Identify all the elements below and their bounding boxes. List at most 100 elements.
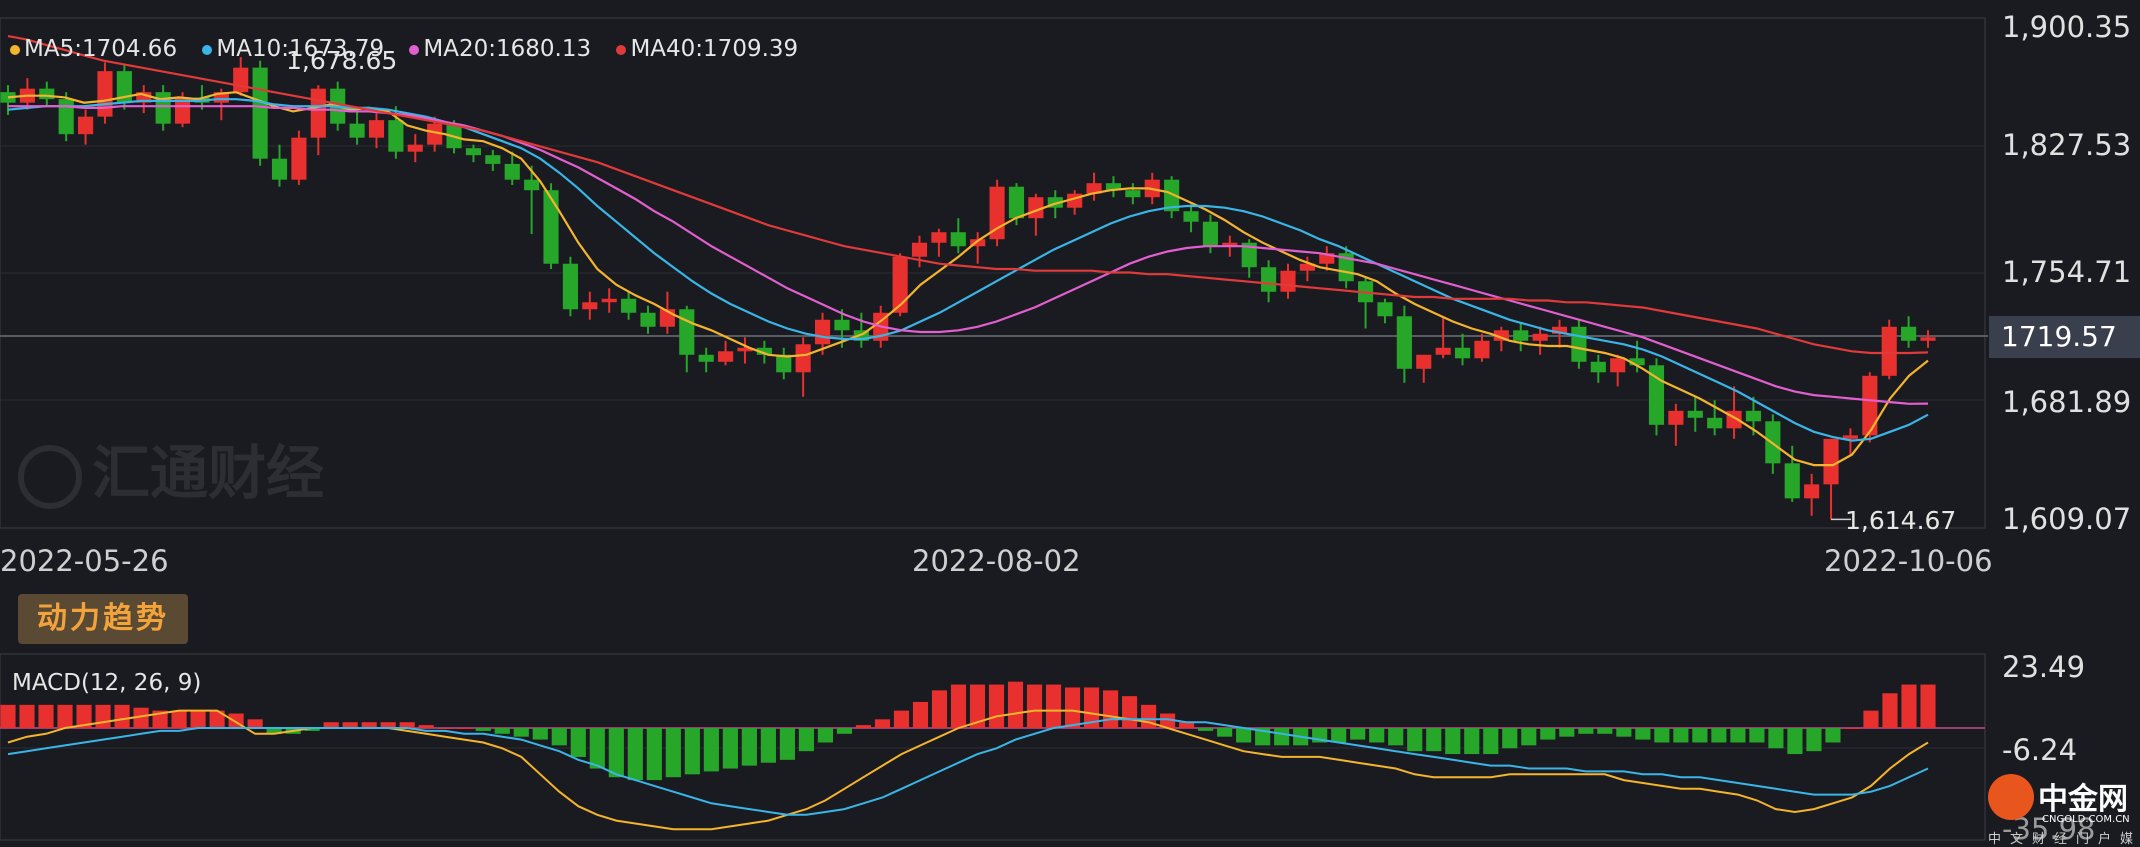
candle-body <box>1202 221 1218 247</box>
candle-body <box>1338 253 1354 282</box>
candle-body <box>1280 270 1296 292</box>
macd-histogram-bar <box>380 722 396 728</box>
candle-body <box>1493 330 1509 341</box>
macd-histogram-bar <box>1464 728 1480 755</box>
candle-body <box>291 137 307 180</box>
watermark-text: 汇通财经 <box>92 439 325 507</box>
macd-histogram-bar <box>1388 728 1404 746</box>
ma10-legend: MA10:1673.79 <box>202 36 384 62</box>
candle-body <box>1745 410 1762 422</box>
macd-histogram-bar <box>1521 728 1537 746</box>
high-annotation: 1,678.65 <box>286 46 398 75</box>
candle-body <box>1164 179 1180 212</box>
macd-histogram-bar <box>247 719 263 728</box>
candle-body <box>1241 242 1257 268</box>
macd-histogram-bar <box>1806 728 1822 752</box>
macd-histogram-bar <box>1217 728 1233 737</box>
logo-domain: CNGOLD.COM.CN <box>2042 814 2130 825</box>
candle-body <box>776 354 792 373</box>
candle-body <box>1435 347 1451 355</box>
candle-body <box>78 116 94 135</box>
macd-histogram-bar <box>1711 728 1727 743</box>
macd-histogram-bar <box>1331 728 1347 743</box>
candle-body <box>1474 340 1490 359</box>
candle-body <box>970 239 986 247</box>
macd-histogram-bar <box>1426 728 1442 752</box>
macd-histogram-bar <box>190 710 206 728</box>
candle-body <box>931 232 947 243</box>
macd-histogram-bar <box>665 728 681 778</box>
macd-histogram-bar <box>304 728 320 731</box>
candle-body <box>718 351 734 362</box>
macd-histogram-bar <box>1654 728 1670 743</box>
macd-histogram-bar <box>1045 684 1062 728</box>
macd-histogram-bar <box>1502 728 1518 749</box>
candle-body <box>1590 361 1606 373</box>
candle-body <box>271 158 288 180</box>
candle-body <box>1551 326 1568 334</box>
logo-name: 中金网 <box>2038 782 2128 817</box>
macd-histogram-bar <box>1749 728 1765 743</box>
trend-badge[interactable]: 动力趋势 <box>18 594 188 644</box>
candle-body <box>310 88 326 138</box>
macd-histogram-bar <box>1026 684 1043 728</box>
candle-body <box>737 347 753 352</box>
macd-histogram-bar <box>1160 713 1176 728</box>
candle-body <box>601 298 617 303</box>
macd-histogram-bar <box>1179 722 1195 728</box>
macd-histogram-bar <box>1616 728 1632 737</box>
candle-body <box>349 123 365 138</box>
macd-histogram-bar <box>551 728 567 746</box>
macd-histogram-bar <box>703 728 719 772</box>
candle-body <box>1668 410 1684 425</box>
candle-body <box>1261 267 1277 292</box>
candle-body <box>465 148 482 156</box>
macd-histogram-bar <box>1730 728 1746 743</box>
macd-legend: MACD(12, 26, 9) <box>12 670 202 696</box>
x-axis-label: 2022-10-06 <box>1824 544 1993 578</box>
macd-axis-label: 23.49 <box>2002 650 2086 684</box>
macd-histogram-bar <box>1007 681 1024 728</box>
candle-body <box>213 92 229 103</box>
candle-body <box>698 354 714 362</box>
macd-histogram-bar <box>741 728 757 766</box>
macd-histogram-bar <box>1901 684 1917 728</box>
macd-histogram-bar <box>1673 728 1689 743</box>
macd-histogram-bar <box>1407 728 1423 752</box>
candle-body <box>485 155 501 164</box>
candle-body <box>39 88 55 100</box>
watermark: 汇通财经 <box>18 426 324 510</box>
ma5-dot-icon <box>10 44 20 55</box>
macd-histogram-bar <box>836 728 852 734</box>
candle-body <box>1319 253 1335 264</box>
candle-body <box>97 71 113 117</box>
candle-body <box>1629 358 1645 366</box>
macd-histogram-bar <box>38 704 54 728</box>
candle-body <box>116 71 132 103</box>
candle-body <box>562 263 578 310</box>
macd-histogram-bar <box>1445 728 1461 755</box>
candle-body <box>1183 211 1199 222</box>
candle-body <box>1804 484 1820 499</box>
macd-histogram-bar <box>1122 696 1138 728</box>
macd-histogram-bar <box>361 722 377 728</box>
macd-histogram-bar <box>1559 728 1575 737</box>
candle-body <box>1105 183 1122 191</box>
ma20-dot-icon <box>409 44 420 55</box>
candle-body <box>950 232 966 247</box>
macd-histogram-bar <box>1920 684 1936 728</box>
candle-body <box>582 302 598 310</box>
candle-body <box>1901 326 1917 341</box>
dea-line <box>7 718 1929 816</box>
candle-body <box>524 179 540 191</box>
macd-histogram-bar <box>1350 728 1366 740</box>
macd-histogram-bar <box>893 710 910 728</box>
macd-histogram-bar <box>1882 693 1898 728</box>
candle-body <box>1008 186 1025 219</box>
macd-histogram-bar <box>874 719 891 728</box>
macd-histogram-bar <box>608 728 624 778</box>
macd-histogram-bar <box>1198 728 1214 731</box>
ma-legend: MA5:1704.66 MA10:1673.79 MA20:1680.13 MA… <box>10 36 816 62</box>
ma20-label: MA20:1680.13 <box>423 36 592 62</box>
candle-body <box>427 123 443 145</box>
